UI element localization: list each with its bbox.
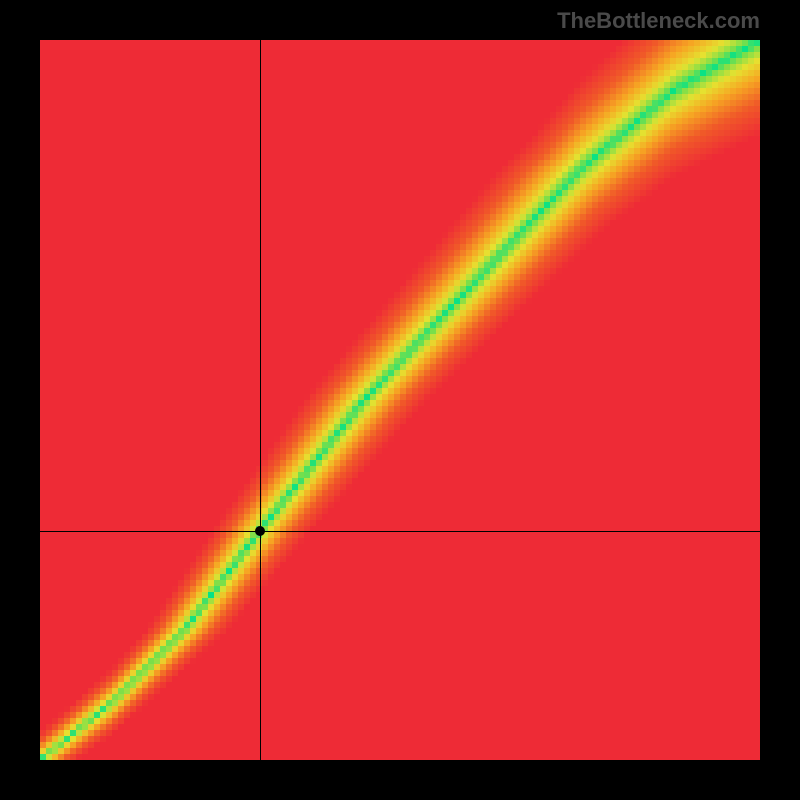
marker-dot (255, 526, 265, 536)
crosshair-vertical (260, 40, 261, 760)
watermark-text: TheBottleneck.com (557, 8, 760, 34)
bottleneck-heatmap (40, 40, 760, 760)
crosshair-horizontal (40, 531, 760, 532)
plot-area (40, 40, 760, 760)
